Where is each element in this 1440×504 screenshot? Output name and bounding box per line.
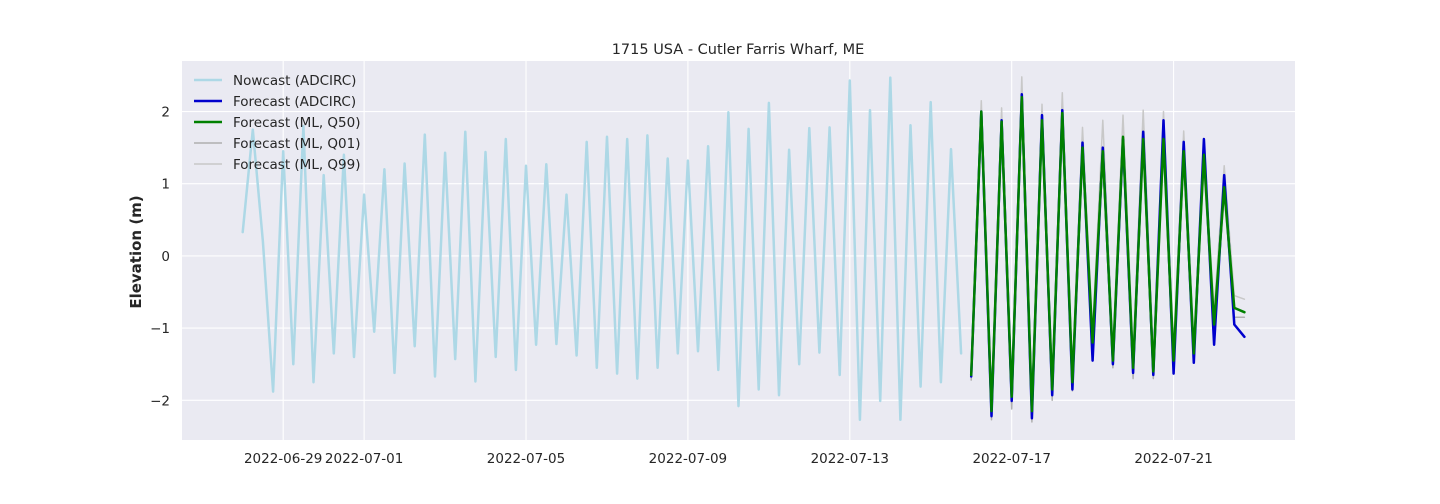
series-line [969,95,1246,413]
legend-label: Nowcast (ADCIRC) [233,73,356,89]
plot-area [182,61,1295,440]
x-tick-label: 2022-07-01 [325,451,403,467]
legend-label: Forecast (ML, Q99) [233,157,361,173]
x-tick-label: 2022-07-17 [972,451,1050,467]
y-axis-label: Elevation (m) [127,195,145,308]
x-tick-label: 2022-07-09 [649,451,727,467]
x-tick-label: 2022-07-05 [487,451,565,467]
series-line [241,76,963,422]
legend-label: Forecast (ML, Q50) [233,115,361,131]
legend: Nowcast (ADCIRC) Forecast (ADCIRC) Forecas… [194,73,361,173]
y-tick-label: 2 [161,105,170,121]
y-tick-label: 0 [161,249,170,265]
chart-title: 1715 USA - Cutler Farris Wharf, ME [612,42,865,58]
x-tick-label: 2022-07-13 [811,451,889,467]
x-tick-label: 2022-06-29 [244,451,322,467]
y-axis-ticks: −2 −1 0 1 2 [150,105,170,410]
x-tick-label: 2022-07-21 [1134,451,1212,467]
y-tick-label: 1 [161,177,170,193]
series-lines [241,76,1246,423]
legend-label: Forecast (ADCIRC) [233,94,356,110]
legend-label: Forecast (ML, Q01) [233,136,361,152]
x-axis-ticks: 2022-06-29 2022-07-01 2022-07-05 2022-07-09… [244,451,1213,467]
y-tick-label: −1 [150,321,170,337]
y-tick-label: −2 [150,393,170,409]
